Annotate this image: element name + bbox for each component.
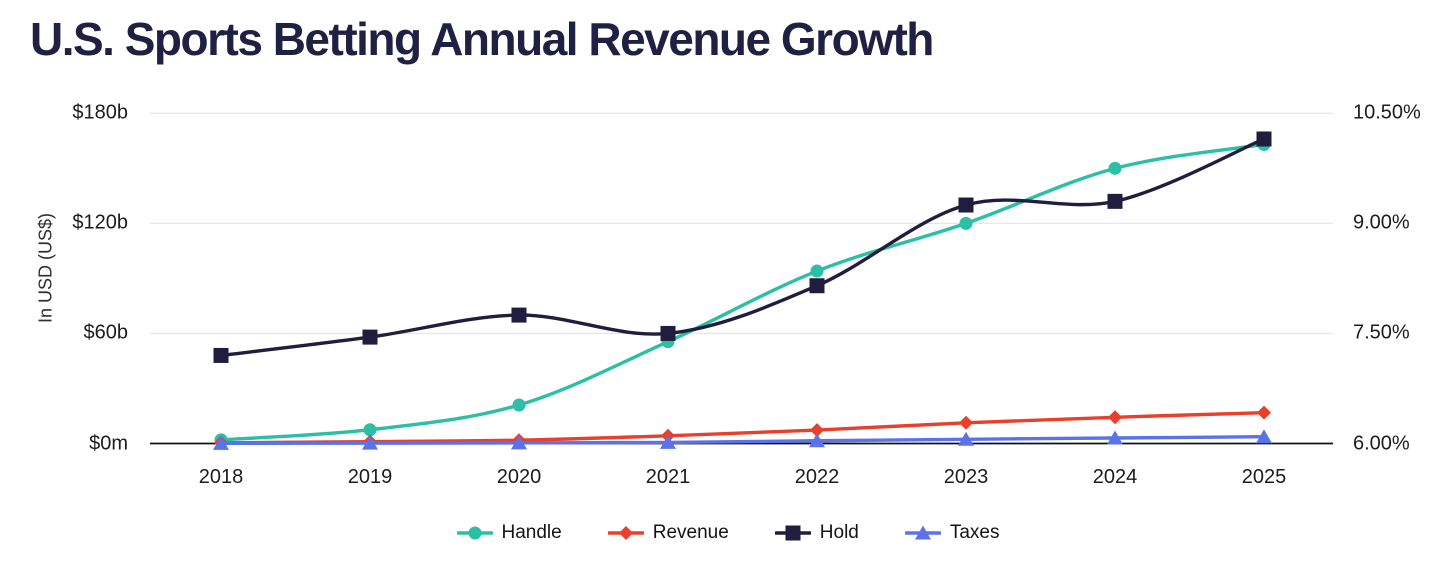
x-axis-tick: 2019 bbox=[347, 466, 393, 488]
marker-handle bbox=[363, 423, 377, 437]
marker-handle bbox=[512, 398, 526, 412]
series-line-hold bbox=[219, 137, 1266, 358]
marker-taxes bbox=[1107, 430, 1123, 445]
right-axis-tick: 10.50% bbox=[1353, 101, 1421, 124]
x-axis-tick: 2021 bbox=[645, 466, 691, 488]
right-axis-tick: 6.00% bbox=[1353, 432, 1410, 454]
marker-hold bbox=[1256, 131, 1272, 147]
legend-triangle-icon bbox=[904, 525, 941, 540]
legend-label: Hold bbox=[819, 522, 859, 543]
marker-handle bbox=[959, 216, 973, 230]
marker-taxes bbox=[660, 434, 676, 449]
marker-revenue bbox=[1108, 410, 1122, 425]
marker-taxes bbox=[809, 433, 825, 448]
left-axis-tick: $120b bbox=[72, 211, 128, 234]
legend-square-icon bbox=[774, 525, 811, 541]
left-axis-tick: $60b bbox=[83, 321, 129, 344]
marker-handle bbox=[810, 264, 824, 278]
legend-label: Handle bbox=[501, 522, 562, 543]
marker-taxes bbox=[1256, 429, 1272, 444]
left-axis-tick: $180b bbox=[72, 101, 128, 124]
legend-diamond-icon bbox=[607, 526, 644, 540]
legend-square-glyph bbox=[785, 525, 801, 541]
legend-label: Revenue bbox=[652, 522, 729, 543]
marker-taxes bbox=[213, 435, 229, 450]
marker-hold bbox=[1107, 193, 1123, 209]
legend-circle-glyph bbox=[468, 526, 481, 540]
marker-revenue bbox=[1257, 405, 1271, 420]
legend-triangle-glyph bbox=[914, 525, 931, 540]
x-axis-tick: 2024 bbox=[1092, 466, 1138, 488]
marker-hold bbox=[660, 325, 676, 341]
legend-label: Taxes bbox=[949, 522, 1000, 543]
marker-hold bbox=[213, 347, 229, 363]
marker-hold bbox=[958, 197, 974, 213]
right-axis-tick: 7.50% bbox=[1353, 321, 1410, 344]
marker-taxes bbox=[958, 431, 974, 446]
x-axis-tick: 2018 bbox=[198, 466, 244, 488]
x-axis-tick: 2020 bbox=[496, 466, 542, 488]
legend-item-handle[interactable]: Handle bbox=[456, 522, 562, 544]
marker-hold bbox=[362, 329, 378, 345]
legend-circle-icon bbox=[456, 526, 493, 540]
series-line-handle bbox=[219, 142, 1266, 442]
x-axis-tick: 2025 bbox=[1241, 466, 1287, 488]
marker-revenue bbox=[810, 423, 824, 438]
series-line-taxes bbox=[219, 435, 1266, 446]
marker-revenue bbox=[959, 415, 973, 430]
marker-taxes bbox=[511, 435, 527, 450]
left-axis-tick: $0m bbox=[89, 432, 128, 454]
right-axis-tick: 9.00% bbox=[1353, 211, 1410, 234]
chart-title: U.S. Sports Betting Annual Revenue Growt… bbox=[30, 13, 934, 65]
marker-hold bbox=[809, 278, 825, 294]
legend-item-taxes[interactable]: Taxes bbox=[904, 522, 1000, 544]
x-axis-tick: 2022 bbox=[794, 466, 840, 488]
marker-hold bbox=[511, 307, 527, 323]
marker-taxes bbox=[362, 435, 378, 450]
marker-handle bbox=[1108, 161, 1122, 175]
legend: Handle Revenue Hold Taxes bbox=[0, 522, 1456, 544]
legend-diamond-glyph bbox=[618, 526, 633, 540]
legend-item-revenue[interactable]: Revenue bbox=[607, 522, 729, 544]
legend-item-hold[interactable]: Hold bbox=[774, 522, 859, 544]
x-axis-tick: 2023 bbox=[943, 466, 989, 488]
